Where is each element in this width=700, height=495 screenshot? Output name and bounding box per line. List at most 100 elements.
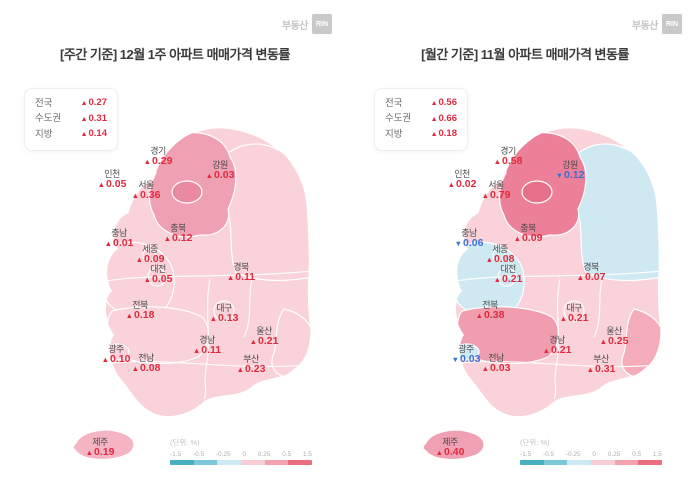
region-name: 경기: [500, 146, 516, 156]
trend-arrow-icon: ▲: [493, 275, 501, 285]
region-value: ▲0.08: [131, 362, 161, 375]
region-gangwon: [575, 143, 661, 282]
region-label: 대구 ▲0.13: [210, 303, 239, 325]
scale-bar-segment: [264, 460, 289, 465]
region-label: 충북 ▲0.12: [164, 223, 193, 245]
summary-label: 수도권: [385, 113, 412, 124]
region-jeju: [72, 429, 135, 460]
region-jeju: [422, 429, 485, 460]
region-label: 전남 ▲0.08: [132, 353, 161, 375]
region-daejeon: [147, 267, 167, 287]
region-value: ▲0.18: [125, 309, 155, 322]
trend-arrow-icon: ▲: [135, 255, 143, 265]
region-gwangju: [105, 343, 130, 361]
scale-bar-segment: [217, 460, 242, 465]
scale-tick-label: 0: [242, 451, 247, 458]
region-value: ▲0.58: [493, 155, 523, 168]
region-label: 경북 ▲0.07: [577, 262, 606, 284]
scale-tick-label: 1.5: [302, 451, 312, 458]
scale-tick-label: -0.5: [542, 451, 555, 458]
region-name: 서울: [138, 180, 154, 190]
region-value: ▲0.11: [192, 344, 222, 357]
summary-label: 지방: [385, 128, 403, 140]
brand-text: 부동산: [281, 20, 309, 32]
trend-arrow-icon: ▼: [555, 171, 563, 181]
region-name: 강원: [562, 160, 578, 170]
summary-value: ▲0.27: [80, 97, 107, 108]
region-value: ▲0.10: [101, 353, 131, 366]
region-label: 경기 ▲0.58: [494, 146, 523, 168]
region-value: ▲0.19: [85, 446, 115, 459]
region-label: 전북 ▲0.38: [476, 300, 505, 322]
region-value: ▲0.03: [205, 169, 235, 182]
trend-arrow-icon: ▲: [430, 115, 438, 123]
region-label: 세종 ▲0.09: [136, 244, 165, 266]
region-value: ▲0.21: [559, 312, 589, 325]
region-name: 광주: [108, 344, 124, 354]
region-label: 강원 ▼0.12: [556, 160, 585, 182]
region-name: 경북: [583, 262, 599, 272]
region-value: ▲0.05: [143, 273, 173, 286]
region-name: 제주: [92, 437, 108, 447]
panel-title: [주간 기준] 12월 1주 아파트 매매가격 변동률: [60, 47, 290, 62]
region-label: 부산 ▲0.31: [587, 354, 616, 376]
region-value: ▲0.21: [249, 335, 279, 348]
region-name: 인천: [454, 169, 470, 179]
region-label: 강원 ▲0.03: [206, 160, 235, 182]
region-value: ▲0.21: [493, 273, 523, 286]
region-label: 제주 ▲0.40: [436, 437, 465, 459]
map-korea: 경기 ▲0.58 강원 ▼0.12 인천 ▲0.02 서울 ▲0.79 충남 ▼…: [350, 0, 700, 495]
scale-unit-label: (단위: %): [520, 438, 550, 447]
region-value: ▼0.03: [451, 353, 481, 366]
summary-row: 지방 ▲0.14: [35, 127, 107, 143]
summary-row: 지방 ▲0.18: [385, 127, 457, 143]
region-name: 전남: [138, 353, 154, 363]
region-name: 충북: [170, 223, 186, 233]
trend-arrow-icon: ▲: [143, 157, 151, 167]
region-name: 대전: [500, 264, 516, 274]
trend-arrow-icon: ▲: [104, 239, 112, 249]
scale-bar-segment: [638, 460, 662, 465]
border-line-south: [459, 360, 661, 368]
map-korea: 경기 ▲0.29 강원 ▲0.03 인천 ▲0.05 서울 ▲0.36 충남 ▲…: [72, 127, 311, 460]
region-value: ▲0.23: [236, 363, 266, 376]
trend-arrow-icon: ▲: [131, 191, 139, 201]
trend-arrow-icon: ▲: [205, 171, 213, 181]
region-name: 강원: [212, 160, 228, 170]
border-line-vertical: [553, 278, 561, 400]
trend-arrow-icon: ▲: [80, 131, 88, 138]
korea-map-svg: [422, 127, 661, 460]
scale-bar-segment: [520, 460, 544, 465]
scale-tick-label: -1.5: [520, 451, 532, 458]
region-value: ▼0.06: [454, 237, 484, 250]
region-sejong: [492, 248, 506, 262]
scale-tick-label: 0.25: [607, 451, 621, 458]
region-name: 광주: [458, 344, 474, 354]
region-value: ▲0.09: [513, 232, 543, 245]
trend-arrow-icon: ▲: [101, 355, 109, 365]
region-label: 인천 ▲0.05: [98, 169, 127, 191]
region-label: 충남 ▲0.01: [105, 228, 134, 250]
region-name: 세종: [492, 244, 508, 254]
trend-arrow-icon: ▲: [586, 365, 594, 375]
color-scale: (단위: %) -1.5 -0.5 -0.25 0 0.25 0.5 1.5: [170, 437, 312, 465]
region-name: 제주: [442, 437, 458, 447]
border-line-central: [455, 270, 661, 282]
border-line-east: [593, 272, 605, 338]
region-label: 부산 ▲0.23: [237, 354, 266, 376]
region-name: 부산: [593, 354, 609, 364]
trend-arrow-icon: ▲: [97, 180, 105, 190]
region-label: 대구 ▲0.21: [560, 303, 589, 325]
summary-value: ▲0.18: [430, 128, 457, 139]
region-label: 대전 ▲0.21: [494, 264, 523, 286]
trend-arrow-icon: ▲: [513, 234, 521, 244]
scale-bar-segment: [591, 460, 615, 465]
region-gangwon: [225, 143, 311, 282]
region-value: ▲0.25: [599, 335, 629, 348]
trend-arrow-icon: ▼: [451, 355, 459, 365]
summary-box: 전국 ▲0.27 수도권 ▲0.31 지방 ▲0.14: [24, 88, 118, 151]
brand-logo: 부동산 RIN: [632, 14, 682, 34]
border-line-east: [243, 272, 255, 338]
trend-arrow-icon: ▲: [226, 273, 235, 283]
